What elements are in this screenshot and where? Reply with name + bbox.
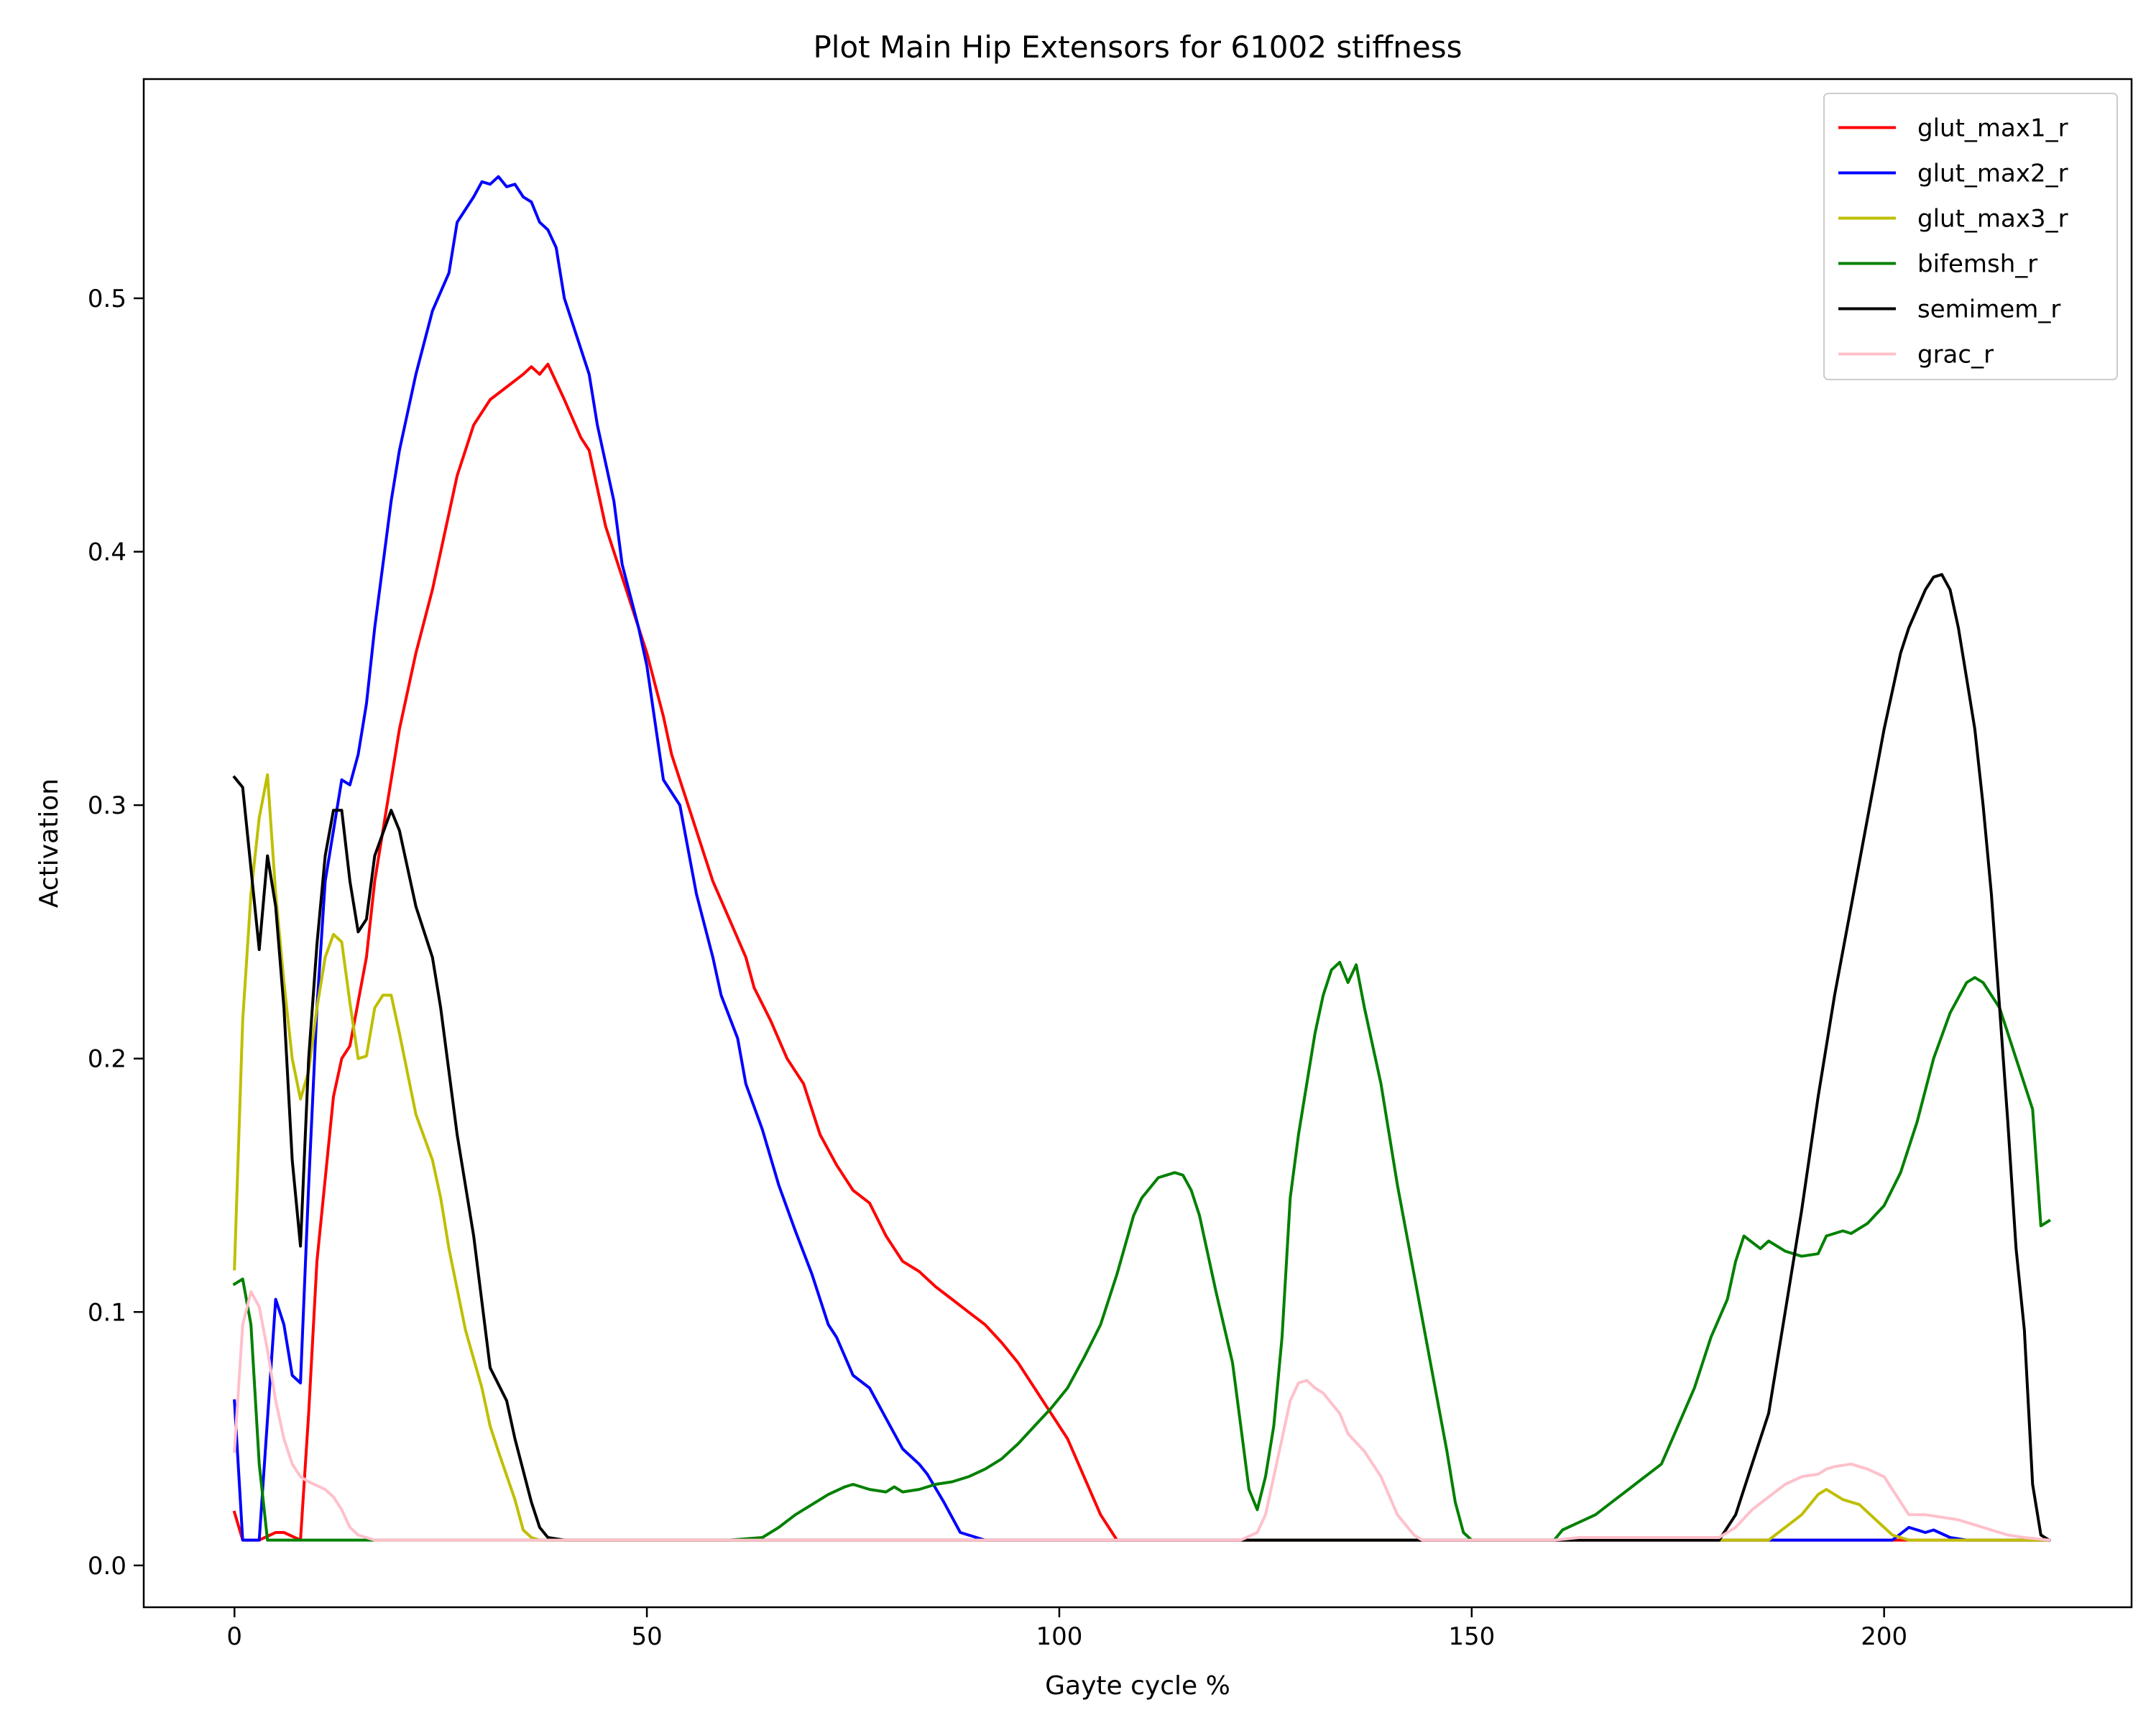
series-line-glut-max2-r <box>233 175 2051 1542</box>
legend: glut_max1_r glut_max2_r glut_max3_rbifemsh… <box>1823 93 2118 380</box>
y-tick-label: 0.2 <box>88 1045 126 1074</box>
legend-box <box>1823 93 2118 380</box>
x-tick-label: 50 <box>631 1622 662 1651</box>
y-axis-label: Activation <box>34 778 64 908</box>
legend-label: grac_r <box>1917 341 1994 369</box>
x-axis: 0 50 100 150 200 <box>226 1607 1907 1651</box>
legend-label: glut_max2_r <box>1917 160 2068 188</box>
legend-label: glut_max3_r <box>1917 205 2068 234</box>
x-tick-label: 200 <box>1861 1622 1907 1651</box>
y-axis: 0.0 0.1 0.2 0.3 0.4 0.5 <box>88 285 144 1581</box>
y-tick-label: 0.3 <box>88 791 126 820</box>
y-tick-label: 0.4 <box>88 538 126 567</box>
legend-label: bifemsh_r <box>1917 250 2037 279</box>
series-lines <box>232 175 2051 1543</box>
y-tick-label: 0.5 <box>88 285 126 313</box>
x-tick-label: 150 <box>1448 1622 1495 1651</box>
series-line-glut-max3-r <box>233 773 2051 1542</box>
y-tick-label: 0.1 <box>88 1298 126 1327</box>
y-tick-label: 0.0 <box>88 1552 126 1581</box>
plot-frame <box>142 78 2133 1609</box>
chart-title: Plot Main Hip Extensors for 61002 stiffn… <box>813 29 1462 65</box>
x-tick-label: 100 <box>1036 1622 1083 1651</box>
series-line-grac-r <box>233 1290 2051 1542</box>
series-line-bifemsh-r <box>232 960 2051 1542</box>
legend-label: glut_max1_r <box>1917 114 2068 143</box>
legend-label: semimem_r <box>1917 295 2060 324</box>
x-axis-label: Gayte cycle % <box>1045 1671 1230 1701</box>
x-tick-label: 0 <box>226 1622 242 1651</box>
